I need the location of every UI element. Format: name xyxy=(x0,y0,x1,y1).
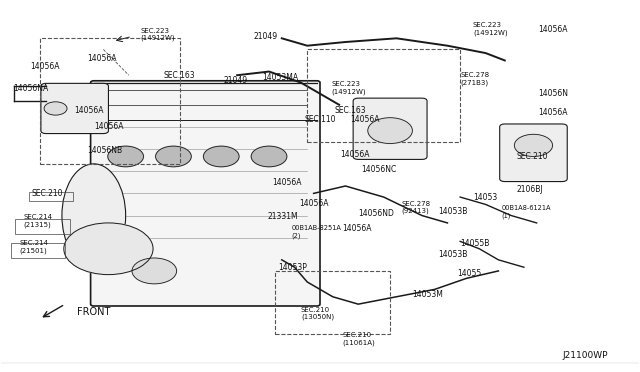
Text: SEC.110: SEC.110 xyxy=(304,115,335,124)
Text: SEC.223
(14912W): SEC.223 (14912W) xyxy=(473,22,508,36)
Text: SEC.214
(21315): SEC.214 (21315) xyxy=(24,214,52,228)
FancyBboxPatch shape xyxy=(41,83,108,134)
Bar xyxy=(307,49,460,142)
Text: 14056A: 14056A xyxy=(340,150,370,159)
Text: SEC.163: SEC.163 xyxy=(164,71,195,80)
Text: SEC.223
(14912W): SEC.223 (14912W) xyxy=(140,28,175,41)
Text: 14056N: 14056N xyxy=(539,89,568,98)
Text: 14056A: 14056A xyxy=(539,108,568,117)
Text: 14056A: 14056A xyxy=(300,199,329,208)
Text: 14056A: 14056A xyxy=(342,224,372,233)
Text: 14055: 14055 xyxy=(457,269,481,278)
Text: 14053MA: 14053MA xyxy=(262,73,299,81)
Bar xyxy=(15,219,70,234)
FancyBboxPatch shape xyxy=(500,124,567,182)
Bar xyxy=(11,243,65,258)
Text: 14053B: 14053B xyxy=(438,250,467,259)
Text: FRONT: FRONT xyxy=(77,307,110,317)
Text: 14056A: 14056A xyxy=(539,25,568,33)
Text: 21049: 21049 xyxy=(253,32,277,41)
Text: 14056NA: 14056NA xyxy=(13,84,48,93)
Text: SEC.278
(271B3): SEC.278 (271B3) xyxy=(460,72,490,86)
Circle shape xyxy=(368,118,412,144)
Text: SEC.163: SEC.163 xyxy=(335,106,366,115)
Text: SEC.210: SEC.210 xyxy=(32,189,63,198)
Text: 14056A: 14056A xyxy=(94,122,124,131)
Text: 00B1A8-6121A
(1): 00B1A8-6121A (1) xyxy=(502,205,551,219)
Text: SEC.210
(13050N): SEC.210 (13050N) xyxy=(301,307,334,320)
Circle shape xyxy=(515,134,552,157)
Bar xyxy=(40,38,180,164)
Bar xyxy=(29,192,74,201)
Text: 00B1AB-8251A
(2): 00B1AB-8251A (2) xyxy=(291,225,341,239)
Text: 14053: 14053 xyxy=(473,193,497,202)
Circle shape xyxy=(251,146,287,167)
Text: 2106BJ: 2106BJ xyxy=(516,185,543,194)
Text: 21331M: 21331M xyxy=(268,212,298,221)
FancyBboxPatch shape xyxy=(353,98,427,160)
Bar xyxy=(275,271,390,334)
Text: J21100WP: J21100WP xyxy=(562,351,607,360)
Text: 14056A: 14056A xyxy=(30,61,60,71)
Text: 14056NC: 14056NC xyxy=(362,165,397,174)
Text: SEC.210: SEC.210 xyxy=(516,152,548,161)
Circle shape xyxy=(64,223,153,275)
Text: SEC.278
(92413): SEC.278 (92413) xyxy=(401,201,431,214)
Text: SEC.223
(14912W): SEC.223 (14912W) xyxy=(332,81,366,95)
FancyBboxPatch shape xyxy=(91,81,320,306)
Text: 14056NB: 14056NB xyxy=(88,147,122,155)
Text: 14056A: 14056A xyxy=(272,178,301,187)
Circle shape xyxy=(156,146,191,167)
Circle shape xyxy=(108,146,143,167)
Text: SEC.210
(11061A): SEC.210 (11061A) xyxy=(342,333,375,346)
Text: 14053M: 14053M xyxy=(412,291,444,299)
Circle shape xyxy=(132,258,177,284)
Text: 21049: 21049 xyxy=(223,76,247,85)
Text: 14056A: 14056A xyxy=(88,54,117,63)
Text: 14055B: 14055B xyxy=(460,239,490,248)
Text: 14056ND: 14056ND xyxy=(358,209,394,218)
Text: 14053P: 14053P xyxy=(278,263,307,272)
Text: 14056A: 14056A xyxy=(75,106,104,115)
Circle shape xyxy=(44,102,67,115)
Text: 14053B: 14053B xyxy=(438,207,467,217)
Ellipse shape xyxy=(62,164,125,267)
Text: 14056A: 14056A xyxy=(351,115,380,124)
Text: SEC.214
(21501): SEC.214 (21501) xyxy=(19,240,48,254)
Circle shape xyxy=(204,146,239,167)
